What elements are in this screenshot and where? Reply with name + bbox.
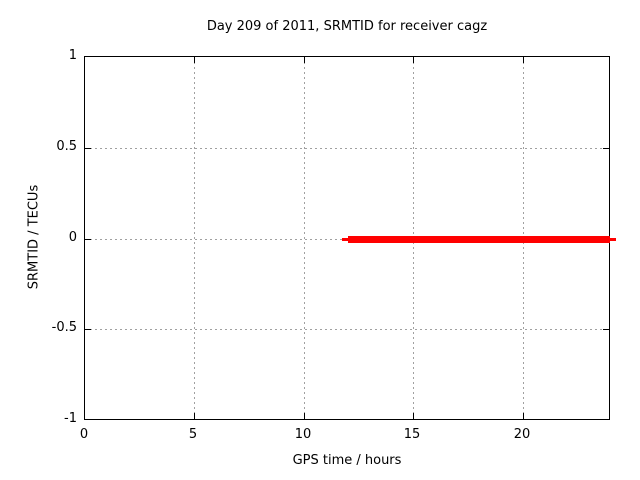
y-tick-label-1: 1	[68, 48, 77, 63]
x-tick-mark-top-20	[523, 57, 524, 63]
gridline-y-0.5	[85, 148, 609, 149]
x-axis-label: GPS time / hours	[292, 453, 402, 468]
chart-title: Day 209 of 2011, SRMTID for receiver cag…	[206, 19, 488, 34]
x-tick-mark-bottom-15	[413, 413, 414, 419]
gridline-y--0.5	[85, 329, 609, 330]
gridline-x-10	[304, 57, 305, 419]
x-tick-mark-bottom-10	[304, 413, 305, 419]
y-tick-label-0.5: 0.5	[56, 139, 77, 154]
x-tick-mark-top-5	[194, 57, 195, 63]
x-tick-label-20: 20	[513, 427, 531, 442]
x-tick-mark-top-15	[413, 57, 414, 63]
x-tick-mark-top-10	[304, 57, 305, 63]
y-tick-mark-left--0.5	[85, 329, 91, 330]
x-tick-label-0: 0	[79, 427, 89, 442]
series-line-srmtid	[348, 236, 610, 243]
y-tick-mark-left-0.5	[85, 148, 91, 149]
y-tick-label-0: 0	[68, 230, 77, 245]
y-tick-label--0.5: -0.5	[51, 320, 77, 335]
gridline-x-5	[194, 57, 195, 419]
plot-area	[84, 56, 616, 420]
x-tick-mark-bottom-5	[194, 413, 195, 419]
x-tick-label-15: 15	[403, 427, 421, 442]
y-tick-label--1: -1	[64, 411, 77, 426]
x-tick-mark-bottom-20	[523, 413, 524, 419]
x-tick-label-10: 10	[294, 427, 312, 442]
y-tick-mark-right--0.5	[603, 329, 609, 330]
x-tick-label-5: 5	[188, 427, 198, 442]
y-tick-mark-left-0	[85, 239, 91, 240]
y-tick-mark-right-0.5	[603, 148, 609, 149]
